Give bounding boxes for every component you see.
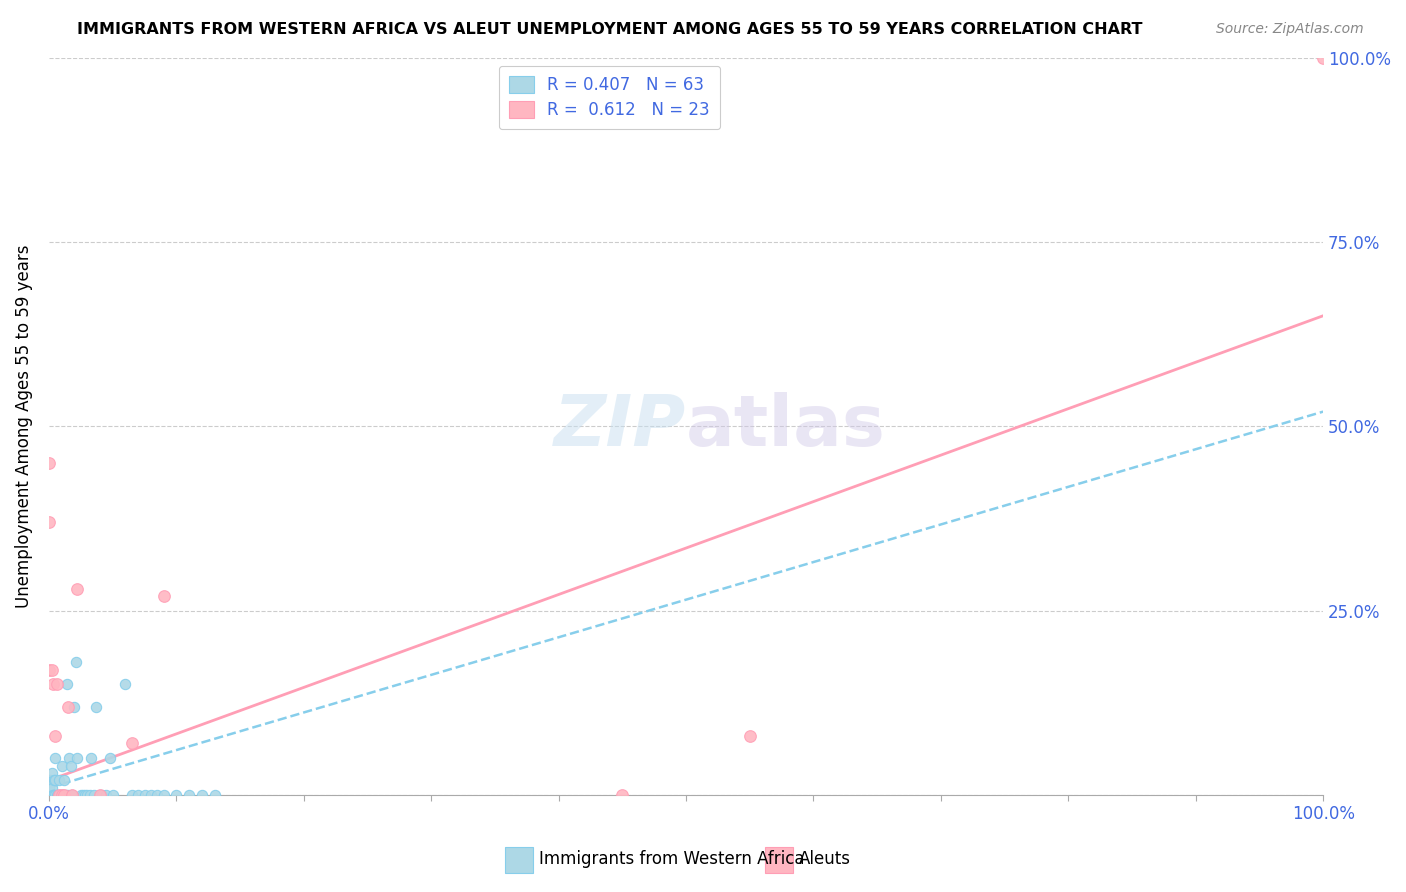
Point	[165, 788, 187, 802]
Legend: R = 0.407   N = 63, R =  0.612   N = 23: R = 0.407 N = 63, R = 0.612 N = 23	[499, 66, 720, 129]
Point	[38, 456, 60, 470]
Point	[146, 788, 169, 802]
Point	[39, 773, 62, 788]
Point	[38, 773, 60, 788]
Point	[41, 780, 63, 795]
Point	[60, 788, 83, 802]
Point	[48, 773, 70, 788]
Point	[121, 736, 143, 750]
Point	[69, 788, 91, 802]
Point	[56, 677, 79, 691]
Point	[45, 788, 67, 802]
Point	[127, 788, 149, 802]
Point	[55, 788, 77, 802]
Point	[38, 788, 60, 802]
Point	[96, 788, 118, 802]
Point	[121, 788, 143, 802]
Point	[44, 751, 66, 765]
Point	[38, 788, 60, 802]
Point	[39, 788, 62, 802]
Point	[44, 729, 66, 743]
Point	[42, 677, 65, 691]
Point	[51, 758, 73, 772]
Point	[114, 677, 136, 691]
Text: Aleuts: Aleuts	[799, 849, 851, 868]
Point	[101, 788, 124, 802]
Point	[72, 788, 94, 802]
Point	[58, 751, 80, 765]
Y-axis label: Unemployment Among Ages 55 to 59 years: Unemployment Among Ages 55 to 59 years	[15, 244, 32, 608]
Text: Immigrants from Western Africa: Immigrants from Western Africa	[538, 849, 804, 868]
Point	[83, 788, 105, 802]
Bar	[765, 847, 793, 872]
Bar	[505, 847, 533, 872]
Point	[59, 758, 82, 772]
Point	[41, 766, 63, 780]
Point	[91, 788, 114, 802]
Point	[38, 788, 60, 802]
Point	[89, 788, 111, 802]
Point	[38, 788, 60, 802]
Point	[42, 788, 65, 802]
Point	[51, 788, 73, 802]
Point	[42, 788, 65, 802]
Point	[39, 788, 62, 802]
Point	[48, 788, 70, 802]
Point	[53, 773, 76, 788]
Point	[38, 780, 60, 795]
Point	[46, 788, 69, 802]
Point	[53, 788, 76, 802]
Point	[73, 788, 96, 802]
Point	[139, 788, 162, 802]
Point	[1312, 51, 1334, 65]
Point	[38, 788, 60, 802]
Point	[66, 582, 89, 596]
Point	[612, 788, 634, 802]
Point	[44, 773, 66, 788]
Point	[738, 729, 761, 743]
Point	[204, 788, 226, 802]
Point	[60, 788, 83, 802]
Point	[38, 515, 60, 529]
Point	[41, 663, 63, 677]
Point	[63, 699, 86, 714]
Point	[52, 788, 75, 802]
Point	[152, 589, 174, 603]
Point	[56, 788, 79, 802]
Point	[49, 788, 72, 802]
Point	[89, 788, 111, 802]
Point	[48, 788, 70, 802]
Point	[66, 751, 89, 765]
Point	[79, 788, 101, 802]
Point	[56, 699, 79, 714]
Point	[80, 751, 103, 765]
Text: Source: ZipAtlas.com: Source: ZipAtlas.com	[1216, 22, 1364, 37]
Point	[42, 773, 65, 788]
Point	[179, 788, 201, 802]
Point	[41, 788, 63, 802]
Point	[76, 788, 98, 802]
Text: IMMIGRANTS FROM WESTERN AFRICA VS ALEUT UNEMPLOYMENT AMONG AGES 55 TO 59 YEARS C: IMMIGRANTS FROM WESTERN AFRICA VS ALEUT …	[77, 22, 1143, 37]
Point	[191, 788, 214, 802]
Point	[134, 788, 156, 802]
Point	[152, 788, 174, 802]
Point	[42, 788, 65, 802]
Point	[38, 780, 60, 795]
Text: ZIP: ZIP	[554, 392, 686, 461]
Point	[65, 656, 87, 670]
Point	[44, 788, 66, 802]
Point	[45, 677, 67, 691]
Text: atlas: atlas	[686, 392, 886, 461]
Point	[84, 699, 107, 714]
Point	[51, 788, 73, 802]
Point	[98, 751, 121, 765]
Point	[38, 663, 60, 677]
